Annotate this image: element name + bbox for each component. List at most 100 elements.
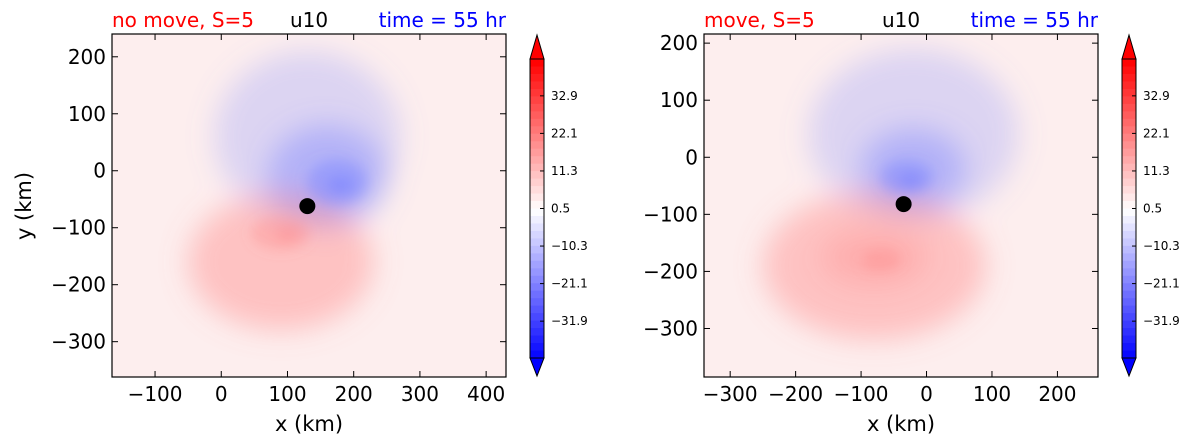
colorbar-tick-label: 32.9 <box>1143 89 1170 103</box>
colorbar-segment <box>1122 193 1136 202</box>
field-contour-blue <box>898 173 922 187</box>
colorbar-tick-label: 0.5 <box>551 202 570 216</box>
x-axis-label-right: x (km) <box>867 412 935 436</box>
field-contour-red <box>861 248 901 272</box>
colorbar-segment <box>530 350 544 359</box>
colorbar-extend-max <box>1121 33 1137 60</box>
colorbar-segment <box>530 133 544 142</box>
colorbar-segment <box>1122 133 1136 142</box>
x-tick-label: 100 <box>268 382 306 406</box>
colorbar-segment <box>1122 156 1136 165</box>
colorbar-segment <box>530 201 544 210</box>
colorbar-segment <box>1122 313 1136 322</box>
colorbar-segment <box>1122 163 1136 172</box>
colorbar-segment <box>530 223 544 232</box>
colorbar-segment <box>530 163 544 172</box>
x-axis-label-left: x (km) <box>275 412 343 436</box>
colorbar-segment <box>530 193 544 202</box>
colorbar-tick-label: 11.3 <box>551 164 578 178</box>
colorbar-segment <box>1122 245 1136 254</box>
colorbar-segment <box>1122 238 1136 247</box>
colorbar-segment <box>1122 230 1136 239</box>
y-tick-label: 0 <box>93 159 106 183</box>
colorbar-tick-label: −10.3 <box>551 239 588 253</box>
colorbar-extend-min <box>1121 357 1137 378</box>
x-tick-label: 400 <box>467 382 505 406</box>
colorbar-segment <box>1122 350 1136 359</box>
colorbar-segment <box>530 320 544 329</box>
x-tick-label: 200 <box>1038 382 1076 406</box>
x-tick-label: −200 <box>768 382 823 406</box>
y-tick-label: −200 <box>51 273 106 297</box>
colorbar-segment <box>1122 141 1136 150</box>
colorbar-segment <box>530 96 544 105</box>
axes-right-frame <box>703 33 1099 378</box>
y-tick-label: 100 <box>660 88 698 112</box>
colorbar-segment <box>1122 88 1136 97</box>
title-left-time: time = 55 hr <box>379 8 507 32</box>
colorbar-segment <box>530 73 544 83</box>
colorbar-segment <box>1122 298 1136 307</box>
colorbar-extend-min <box>529 357 545 378</box>
panel-left: −100 0 100 200 300 400 200 100 0 −100 −200 −300 no … <box>12 8 588 436</box>
colorbar-segment <box>530 111 544 120</box>
colorbar-segment <box>1122 186 1136 195</box>
colorbar-segment <box>1122 81 1136 90</box>
y-tick-label: 0 <box>685 145 698 169</box>
colorbar-segment <box>530 148 544 157</box>
colorbar-segment <box>1122 268 1136 277</box>
colorbar-segment <box>530 313 544 322</box>
colorbar-segment <box>530 81 544 90</box>
colorbar-segment <box>1122 111 1136 120</box>
title-left-condition: no move, S=5 <box>112 8 254 32</box>
y-tick-label: 100 <box>68 102 106 126</box>
colorbar-tick-label: −10.3 <box>1143 239 1180 253</box>
colorbar-segment <box>1122 148 1136 157</box>
x-tick-label: −100 <box>128 382 183 406</box>
y-axis-label-left: y (km) <box>12 172 36 240</box>
y-tick-label: 200 <box>68 45 106 69</box>
colorbar-segment <box>1122 290 1136 299</box>
x-tick-label: 100 <box>973 382 1011 406</box>
colorbar-segment <box>530 298 544 307</box>
panel-right: −300 −200 −100 0 100 200 200 100 0 −100 −200 −300 m… <box>643 8 1180 436</box>
title-left-variable: u10 <box>290 8 328 32</box>
colorbar-segment <box>1122 201 1136 210</box>
colorbar-left: 32.9 22.1 11.3 0.5 −10.3 −21.1 −31.9 <box>529 33 588 378</box>
colorbar-segment <box>530 238 544 247</box>
colorbar-segment <box>530 103 544 112</box>
colorbar-segment <box>1122 305 1136 314</box>
colorbar-segment <box>1122 283 1136 292</box>
field-contour-red <box>275 227 300 242</box>
x-tick-label: −300 <box>703 382 758 406</box>
colorbar-segment <box>1122 96 1136 105</box>
colorbar-segment <box>530 126 544 135</box>
colorbar-segment <box>530 253 544 262</box>
axes-left-ticks: −100 0 100 200 300 400 200 100 0 −100 −200 −300 <box>51 34 506 406</box>
storm-center-marker-left <box>299 198 316 215</box>
x-tick-label: 200 <box>335 382 373 406</box>
colorbar-segment <box>530 208 544 217</box>
colorbar-segment <box>530 305 544 314</box>
field-contour-red <box>188 193 374 331</box>
y-tick-label: −100 <box>51 216 106 240</box>
y-tick-label: 200 <box>660 31 698 55</box>
colorbar-tick-label: −31.9 <box>551 314 588 328</box>
colorbar-segment <box>1122 343 1136 352</box>
title-right-time: time = 55 hr <box>971 8 1099 32</box>
colorbar-segment <box>1122 73 1136 83</box>
field-contour-blue <box>327 176 354 194</box>
colorbar-segment <box>530 290 544 299</box>
colorbar-segment <box>1122 118 1136 127</box>
x-tick-label: −100 <box>834 382 889 406</box>
axes-right-ticks: −300 −200 −100 0 100 200 200 100 0 −100 −200 −300 <box>643 31 1098 406</box>
x-tick-label: 0 <box>920 382 933 406</box>
storm-center-marker-right <box>895 196 912 213</box>
colorbar-segment <box>530 141 544 150</box>
colorbar-segment <box>1122 335 1136 344</box>
colorbar-right: 32.9 22.1 11.3 0.5 −10.3 −21.1 −31.9 <box>1121 33 1180 378</box>
x-tick-label: 0 <box>215 382 228 406</box>
colorbar-segment <box>530 215 544 225</box>
colorbar-segment <box>1122 66 1136 75</box>
